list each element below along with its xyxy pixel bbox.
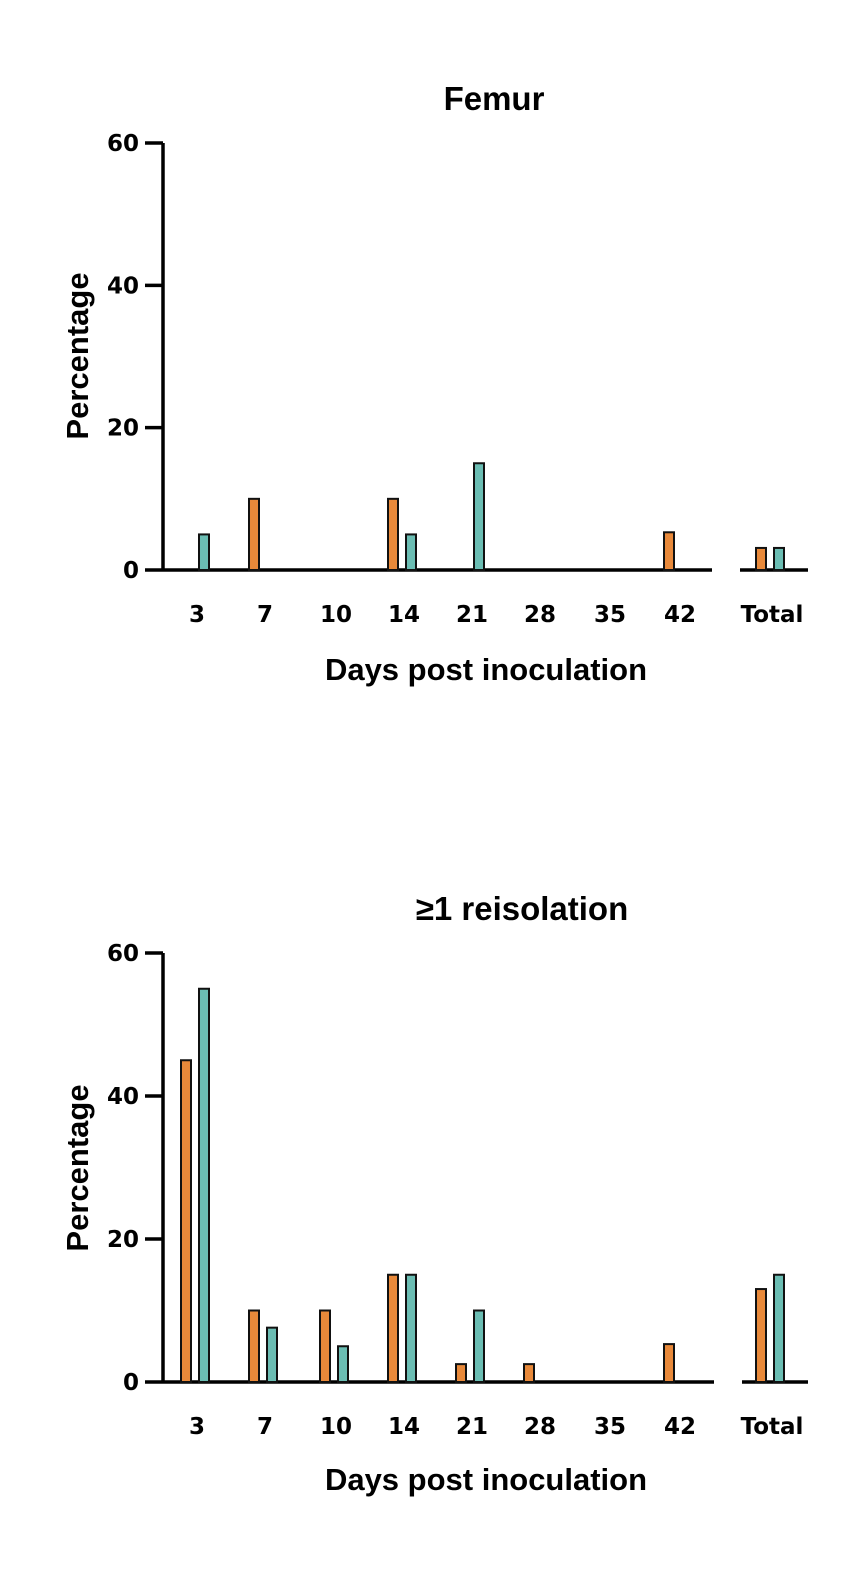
x-tick-label: 21 [456, 602, 488, 628]
x-tick-label: 7 [257, 1414, 273, 1440]
y-tick-label: 0 [123, 558, 139, 584]
y-tick-label: 60 [107, 941, 139, 967]
bar-series-a-day-14 [387, 1273, 399, 1383]
chart-marks: 0 20 40 60 3 7 10 14 21 28 35 42 Total [107, 131, 808, 628]
x-tick-label: 10 [320, 602, 352, 628]
y-tick-label: 0 [123, 1370, 139, 1396]
chart-title: ≥1 reisolation [416, 890, 629, 927]
x-tick-label: 42 [664, 1414, 696, 1440]
bar-series-a-day-14 [387, 497, 399, 572]
bar-series-a-total [755, 1288, 767, 1384]
chart-marks: 0 20 40 60 3 7 10 14 21 28 35 42 Total [107, 941, 808, 1440]
bar-series-a-day-42 [663, 531, 675, 572]
y-tick-label: 40 [107, 273, 139, 299]
x-tick-label-total: Total [741, 602, 804, 628]
bar-series-a-day-3 [180, 1059, 192, 1383]
x-tick-label: 10 [320, 1414, 352, 1440]
bar-series-a-day-10 [319, 1309, 331, 1383]
bar-series-b-day-14 [405, 533, 417, 572]
bar-series-a-day-21 [455, 1363, 467, 1383]
reisolation-chart-panel: ≥1 reisolation Percentage Days post inoc… [60, 890, 808, 1497]
bar-series-b-day-14 [405, 1273, 417, 1383]
x-tick-label: 3 [189, 1414, 205, 1440]
y-axis-label: Percentage [60, 1084, 95, 1251]
bar-series-a-day-28 [523, 1363, 535, 1383]
x-tick-label: 21 [456, 1414, 488, 1440]
x-tick-label: 14 [388, 1414, 420, 1440]
bar-series-b-day-10 [337, 1345, 349, 1383]
y-tick-label: 60 [107, 131, 139, 157]
femur-chart-panel: Femur Percentage Days post inoculation 0… [60, 80, 808, 687]
x-tick-label: 28 [524, 602, 556, 628]
bar-series-a-day-7 [248, 497, 260, 572]
x-tick-label: 7 [257, 602, 273, 628]
bar-series-b-day-21 [473, 1309, 485, 1383]
chart-title: Femur [444, 80, 545, 117]
bar-series-b-total [773, 1273, 785, 1383]
y-tick-label: 20 [107, 416, 139, 442]
bar-series-a-total [755, 546, 767, 572]
x-axis-label: Days post inoculation [325, 652, 647, 687]
x-tick-label: 3 [189, 602, 205, 628]
y-tick-label: 40 [107, 1084, 139, 1110]
bar-series-b-day-7 [266, 1326, 278, 1384]
y-axis-label: Percentage [60, 272, 95, 439]
bar-series-b-day-3 [198, 533, 210, 572]
x-tick-label: 28 [524, 1414, 556, 1440]
bar-series-b-total [773, 546, 785, 572]
x-tick-label: 14 [388, 602, 420, 628]
bar-series-b-day-3 [198, 987, 210, 1383]
bar-series-b-day-21 [473, 462, 485, 571]
bar-series-a-day-42 [663, 1343, 675, 1383]
x-tick-label-total: Total [741, 1414, 804, 1440]
x-tick-label: 35 [594, 1414, 626, 1440]
x-tick-label: 42 [664, 602, 696, 628]
x-tick-label: 35 [594, 602, 626, 628]
y-tick-label: 20 [107, 1227, 139, 1253]
x-axis-label: Days post inoculation [325, 1462, 647, 1497]
bar-series-a-day-7 [248, 1309, 260, 1383]
